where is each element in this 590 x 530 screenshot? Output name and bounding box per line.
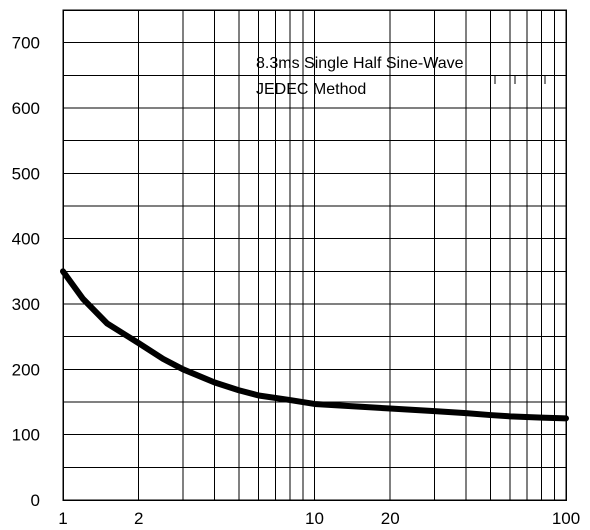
y-tick-label: 200 <box>12 360 40 379</box>
annotation-line-2: JEDEC Method <box>256 81 366 98</box>
series-line <box>60 268 569 422</box>
y-tick-label: 500 <box>12 164 40 183</box>
annotation-box: 8.3ms Single Half Sine-Wave JEDEC Method <box>256 55 546 98</box>
y-tick-label: 400 <box>12 230 40 249</box>
y-tick-label: 300 <box>12 295 40 314</box>
plot-frame <box>62 9 567 501</box>
y-tick-label: 700 <box>12 34 40 53</box>
y-tick-label: 0 <box>31 491 40 510</box>
x-tick-label: 20 <box>381 509 400 528</box>
x-tick-label: 100 <box>552 509 580 528</box>
x-tick-label: 10 <box>305 509 324 528</box>
x-tick-label: 1 <box>58 509 67 528</box>
tick-labels: 1 2 10 20 100 0 100 200 300 400 500 600 700 <box>12 34 581 528</box>
y-tick-label: 600 <box>12 99 40 118</box>
y-tick-label: 100 <box>12 426 40 445</box>
x-tick-label: 2 <box>134 509 143 528</box>
annotation-line-1: 8.3ms Single Half Sine-Wave <box>256 55 464 72</box>
series-layer <box>60 268 569 422</box>
